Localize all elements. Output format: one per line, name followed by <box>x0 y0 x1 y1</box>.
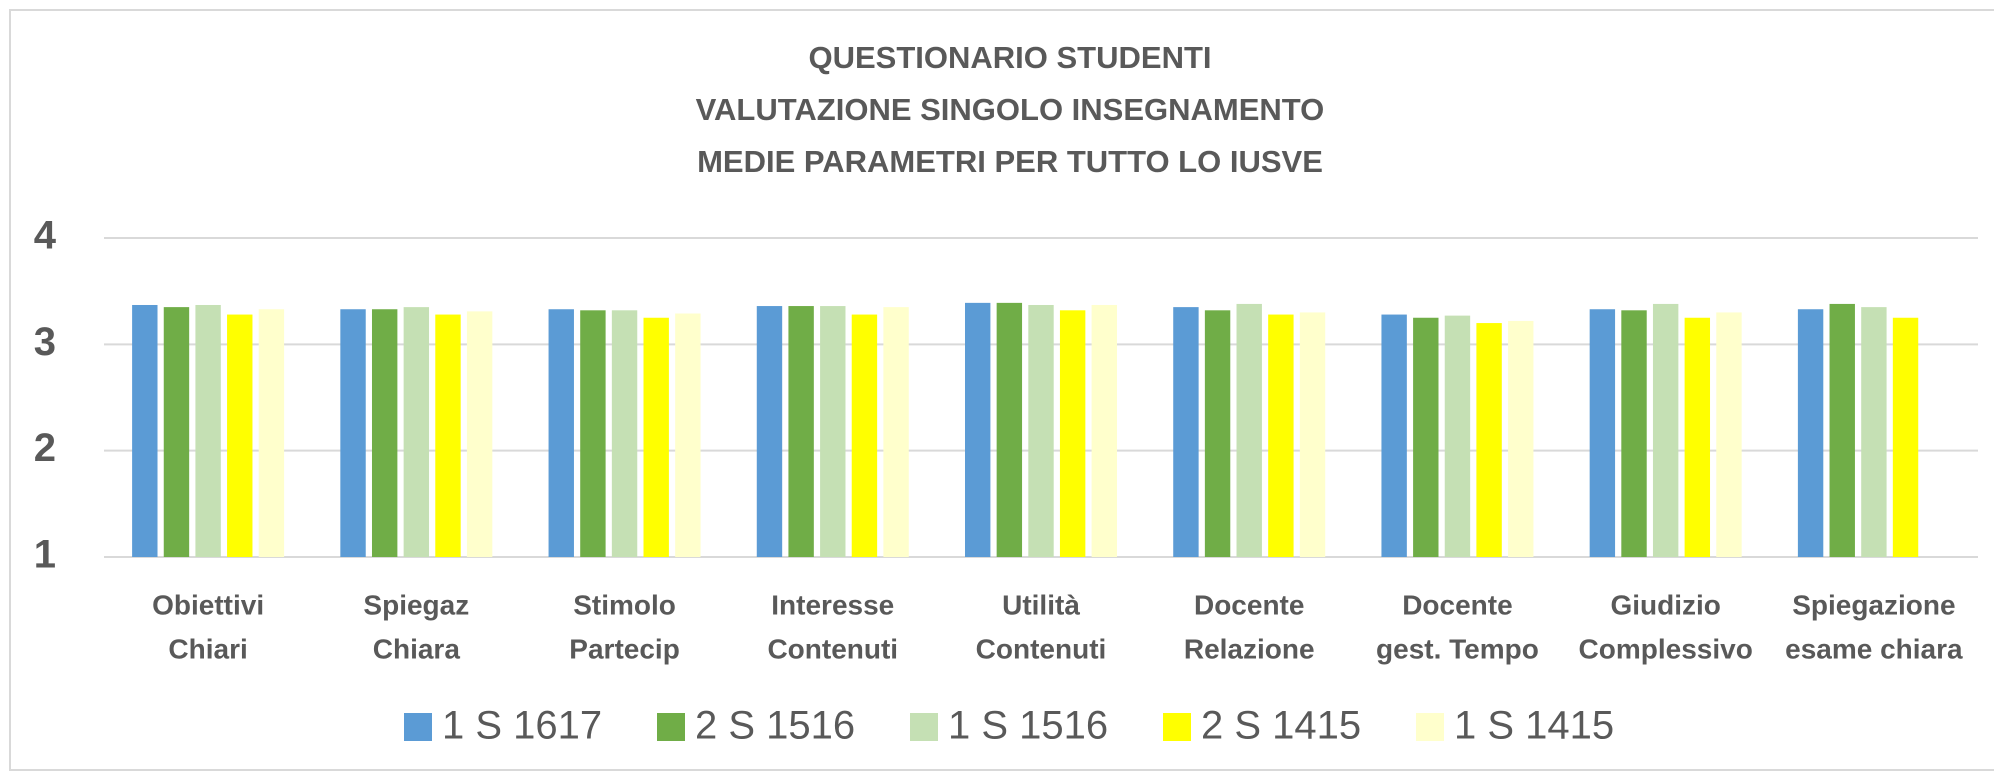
x-tick-label: Spiegazione <box>1792 589 1955 620</box>
x-tick-label: esame chiara <box>1785 633 1963 664</box>
bar <box>820 306 846 557</box>
bar <box>132 304 158 557</box>
bar <box>883 307 909 557</box>
x-tick-label: Chiara <box>373 633 461 664</box>
bar <box>1892 317 1919 557</box>
x-tick-label: Relazione <box>1184 633 1315 664</box>
bar <box>1091 304 1118 557</box>
chart-title: VALUTAZIONE SINGOLO INSEGNAMENTO <box>696 92 1325 127</box>
bar <box>1204 310 1231 557</box>
y-tick-label: 3 <box>34 320 56 364</box>
bar <box>851 314 878 557</box>
bar <box>643 317 669 557</box>
bar <box>1268 314 1294 557</box>
bar <box>1476 323 1502 557</box>
x-tick-label: Obiettivi <box>152 589 264 620</box>
bar <box>1716 312 1742 557</box>
bar <box>1589 309 1616 557</box>
legend-label: 1 S 1516 <box>948 704 1108 748</box>
bar <box>611 310 638 557</box>
bar <box>195 304 221 557</box>
x-tick-label: Partecip <box>569 633 680 664</box>
bar <box>1508 320 1534 557</box>
x-tick-label: Docente <box>1194 589 1304 620</box>
x-tick-label: gest. Tempo <box>1376 633 1539 664</box>
x-tick-label: Utilità <box>1002 589 1080 620</box>
bar <box>788 306 814 557</box>
x-tick-label: Chiari <box>168 633 247 664</box>
bar <box>1444 315 1471 557</box>
bar <box>1652 303 1679 557</box>
bar <box>371 309 398 557</box>
bar <box>340 309 366 557</box>
bar <box>466 311 493 557</box>
chart-title: MEDIE PARAMETRI PER TUTTO LO IUSVE <box>697 144 1323 179</box>
y-tick-label: 4 <box>34 214 57 258</box>
bar <box>1059 310 1086 557</box>
bar <box>1797 309 1824 557</box>
bar <box>548 309 574 557</box>
bar <box>163 307 190 557</box>
bar <box>756 306 783 557</box>
y-tick-label: 1 <box>34 533 56 577</box>
bar <box>258 309 285 557</box>
legend-swatch <box>404 713 432 741</box>
bar <box>1621 310 1647 557</box>
bar <box>227 314 253 557</box>
legend-label: 2 S 1415 <box>1201 704 1361 748</box>
bar <box>675 313 701 557</box>
legend-label: 2 S 1516 <box>695 704 855 748</box>
x-tick-label: Contenuti <box>767 633 898 664</box>
x-tick-label: Docente <box>1402 589 1512 620</box>
bar <box>1381 314 1407 557</box>
bar <box>1028 304 1054 557</box>
x-tick-label: Stimolo <box>573 589 676 620</box>
bar <box>1829 303 1855 557</box>
legend-label: 1 S 1415 <box>1454 704 1614 748</box>
bar <box>1861 307 1887 557</box>
bar <box>435 314 461 557</box>
bar <box>964 302 991 557</box>
legend-swatch <box>1416 713 1444 741</box>
x-tick-label: Complessivo <box>1579 633 1753 664</box>
legend-label: 1 S 1617 <box>442 704 602 748</box>
legend-swatch <box>910 713 938 741</box>
legend-swatch <box>1163 713 1191 741</box>
bar <box>403 307 430 557</box>
bar <box>1684 317 1711 557</box>
legend-swatch <box>657 713 685 741</box>
bar <box>580 310 606 557</box>
y-tick-label: 2 <box>34 426 56 470</box>
bar <box>1236 303 1262 557</box>
chart-title: QUESTIONARIO STUDENTI <box>808 40 1211 75</box>
bar <box>1413 317 1439 557</box>
x-tick-label: Giudizio <box>1610 589 1720 620</box>
bar <box>1173 307 1199 557</box>
bar <box>996 302 1023 557</box>
x-tick-label: Interesse <box>771 589 894 620</box>
bar <box>1299 312 1326 557</box>
x-tick-label: Contenuti <box>976 633 1107 664</box>
x-tick-label: Spiegaz <box>363 589 469 620</box>
